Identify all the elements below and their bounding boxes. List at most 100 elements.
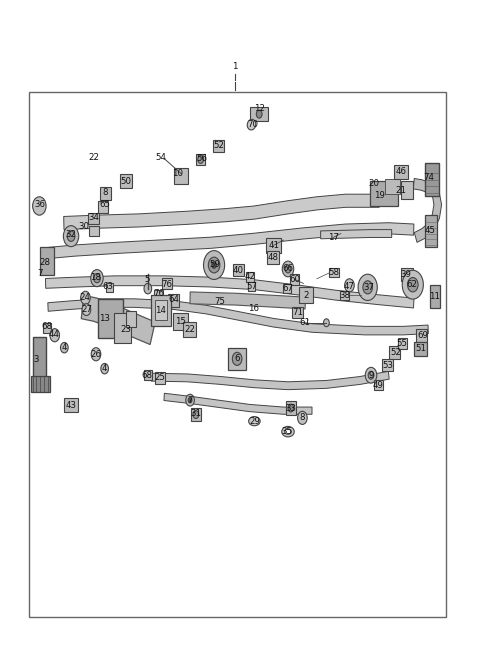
Text: 76: 76 <box>162 279 172 289</box>
Text: 64: 64 <box>168 295 179 304</box>
FancyBboxPatch shape <box>283 284 291 293</box>
Ellipse shape <box>282 426 294 437</box>
Polygon shape <box>64 194 379 230</box>
Polygon shape <box>413 178 442 242</box>
Text: 34: 34 <box>89 213 99 222</box>
FancyBboxPatch shape <box>33 337 46 377</box>
Text: 24: 24 <box>79 293 90 302</box>
Text: 22: 22 <box>88 153 99 162</box>
Circle shape <box>186 394 194 406</box>
Text: 54: 54 <box>156 153 166 162</box>
Circle shape <box>288 404 294 412</box>
FancyBboxPatch shape <box>168 294 179 307</box>
Text: 45: 45 <box>425 226 435 236</box>
Text: 66: 66 <box>283 264 293 274</box>
FancyBboxPatch shape <box>155 372 165 384</box>
Circle shape <box>345 279 354 292</box>
Text: 30: 30 <box>78 222 89 231</box>
Text: 76: 76 <box>153 289 164 298</box>
FancyBboxPatch shape <box>425 163 439 196</box>
Text: 49: 49 <box>373 380 384 390</box>
Circle shape <box>91 270 103 287</box>
FancyBboxPatch shape <box>250 107 268 121</box>
Text: 46: 46 <box>396 167 407 176</box>
Text: 20: 20 <box>368 179 379 188</box>
Polygon shape <box>164 394 312 415</box>
Text: 26: 26 <box>91 350 101 359</box>
Text: 15: 15 <box>175 317 186 326</box>
FancyBboxPatch shape <box>425 215 437 247</box>
Text: 58: 58 <box>329 268 339 277</box>
FancyBboxPatch shape <box>266 238 281 253</box>
FancyBboxPatch shape <box>246 272 254 282</box>
Text: 33: 33 <box>286 404 296 413</box>
Circle shape <box>232 352 242 365</box>
Text: 47: 47 <box>344 281 354 291</box>
Text: 41: 41 <box>268 241 279 251</box>
FancyBboxPatch shape <box>401 268 413 281</box>
FancyBboxPatch shape <box>401 181 413 199</box>
Ellipse shape <box>249 417 260 426</box>
Circle shape <box>50 329 60 342</box>
Text: 8: 8 <box>103 188 108 197</box>
Circle shape <box>198 155 204 163</box>
Text: 48: 48 <box>267 253 278 262</box>
Text: 22: 22 <box>185 325 195 335</box>
Polygon shape <box>81 295 155 344</box>
Text: 74: 74 <box>424 173 434 182</box>
Text: 39: 39 <box>401 270 411 279</box>
FancyBboxPatch shape <box>196 154 205 165</box>
Circle shape <box>402 270 423 299</box>
Text: 42: 42 <box>245 272 255 281</box>
FancyBboxPatch shape <box>213 140 224 152</box>
Polygon shape <box>48 299 428 335</box>
FancyBboxPatch shape <box>114 314 131 342</box>
FancyBboxPatch shape <box>100 187 111 200</box>
Polygon shape <box>321 230 392 239</box>
Text: 57: 57 <box>246 281 257 291</box>
Text: 9: 9 <box>369 371 374 380</box>
Text: 13: 13 <box>99 314 110 323</box>
Circle shape <box>208 257 220 273</box>
FancyBboxPatch shape <box>144 370 152 380</box>
Text: 68: 68 <box>142 371 153 380</box>
Text: 43: 43 <box>66 401 76 410</box>
Text: 65: 65 <box>99 200 110 209</box>
Text: 5: 5 <box>144 275 150 284</box>
Text: 10: 10 <box>172 169 183 178</box>
Text: 75: 75 <box>215 297 225 306</box>
Text: 4: 4 <box>61 343 67 352</box>
Circle shape <box>188 398 192 403</box>
Text: 6: 6 <box>235 354 240 363</box>
Text: 28: 28 <box>40 258 50 267</box>
Circle shape <box>408 277 418 292</box>
Text: 8: 8 <box>300 413 305 422</box>
Text: 56: 56 <box>196 154 207 163</box>
FancyBboxPatch shape <box>394 165 408 179</box>
Text: 14: 14 <box>155 306 166 315</box>
FancyBboxPatch shape <box>98 299 123 338</box>
Text: 35: 35 <box>282 427 292 436</box>
FancyBboxPatch shape <box>151 295 171 326</box>
Text: 1: 1 <box>232 62 238 72</box>
FancyBboxPatch shape <box>89 226 99 236</box>
FancyBboxPatch shape <box>340 291 349 300</box>
FancyBboxPatch shape <box>414 342 427 356</box>
Text: 59: 59 <box>210 260 220 269</box>
FancyBboxPatch shape <box>183 322 196 337</box>
FancyBboxPatch shape <box>173 313 188 330</box>
Text: 7: 7 <box>37 269 43 278</box>
Text: 21: 21 <box>396 186 407 195</box>
FancyBboxPatch shape <box>267 251 278 264</box>
Text: 52: 52 <box>213 141 224 150</box>
Circle shape <box>285 265 291 273</box>
FancyBboxPatch shape <box>162 278 172 289</box>
Circle shape <box>363 281 372 294</box>
Circle shape <box>101 363 108 374</box>
Text: 52: 52 <box>390 348 401 358</box>
Text: 31: 31 <box>191 409 201 418</box>
Circle shape <box>81 291 90 304</box>
Text: 29: 29 <box>249 417 260 426</box>
FancyBboxPatch shape <box>382 359 393 371</box>
FancyBboxPatch shape <box>156 300 168 320</box>
